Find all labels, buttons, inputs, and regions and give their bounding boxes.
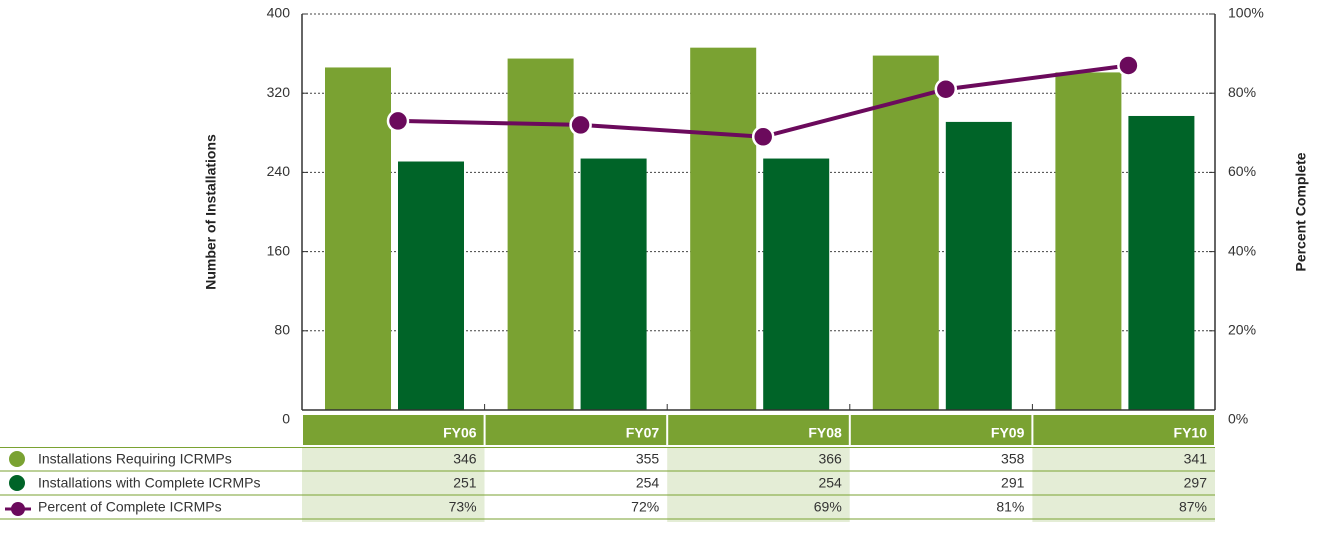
header-cell [1033, 415, 1214, 445]
table-value: 81% [996, 499, 1024, 515]
legend-marker [9, 451, 25, 467]
table-cell-bg [302, 448, 485, 522]
table-value: 366 [818, 451, 842, 467]
bar [1055, 72, 1122, 410]
line-point [1117, 54, 1140, 77]
table-value: 69% [814, 499, 842, 515]
bar [945, 121, 1012, 410]
table-cell-bg [667, 448, 850, 522]
table-value: 346 [453, 451, 477, 467]
y-tick-label: 400 [267, 5, 291, 21]
table-cell-bg [484, 448, 668, 522]
y2-tick-label: 20% [1228, 322, 1256, 338]
y-tick-label: 240 [267, 163, 291, 179]
category-label: FY07 [626, 425, 660, 441]
table-value: 355 [636, 451, 660, 467]
y2-tick-label: 60% [1228, 163, 1256, 179]
table-value: 73% [449, 499, 477, 515]
bar [507, 58, 574, 411]
legend-marker [11, 502, 25, 516]
y2-tick-label: 0% [1228, 411, 1248, 427]
line-point [386, 109, 410, 133]
table-cell-bg [1032, 448, 1215, 522]
y-tick-label: 320 [267, 84, 291, 100]
y2-axis-title: Percent Complete [1293, 152, 1309, 271]
category-label: FY10 [1174, 425, 1208, 441]
bar [690, 47, 757, 410]
table-value: 341 [1184, 451, 1208, 467]
legend-marker [9, 475, 25, 491]
header-cell [850, 415, 1032, 445]
bar [580, 158, 647, 410]
line-point [934, 77, 958, 101]
category-label: FY09 [991, 425, 1025, 441]
y-axis-title: Number of Installations [203, 134, 219, 290]
header-cell [303, 415, 484, 445]
legend-label: Installations with Complete ICRMPs [38, 475, 261, 491]
table-value: 297 [1184, 475, 1208, 491]
table-value: 254 [818, 475, 842, 491]
table-value: 254 [636, 475, 660, 491]
y2-tick-label: 40% [1228, 242, 1256, 258]
legend-label: Installations Requiring ICRMPs [38, 451, 232, 467]
line-point [569, 113, 592, 137]
bar [325, 67, 391, 411]
category-label: FY06 [443, 425, 477, 441]
bar [1128, 115, 1195, 410]
category-label: FY08 [808, 425, 842, 441]
header-cell [485, 415, 667, 445]
table-value: 87% [1179, 499, 1207, 515]
table-cell-bg [849, 448, 1033, 522]
table-value: 358 [1001, 451, 1025, 467]
table-value: 72% [631, 499, 659, 515]
y-tick-label: 160 [267, 242, 291, 258]
table-value: 291 [1001, 475, 1025, 491]
line-point [751, 125, 775, 149]
y-tick-label: 80 [274, 322, 290, 338]
header-cell [668, 415, 849, 445]
bar [872, 55, 939, 411]
y2-tick-label: 100% [1228, 5, 1264, 21]
y2-tick-label: 80% [1228, 84, 1256, 100]
bar [398, 161, 464, 410]
legend-label: Percent of Complete ICRMPs [38, 499, 222, 515]
table-value: 251 [453, 475, 477, 491]
bar [763, 158, 830, 410]
y-tick-label: 0 [282, 411, 290, 427]
